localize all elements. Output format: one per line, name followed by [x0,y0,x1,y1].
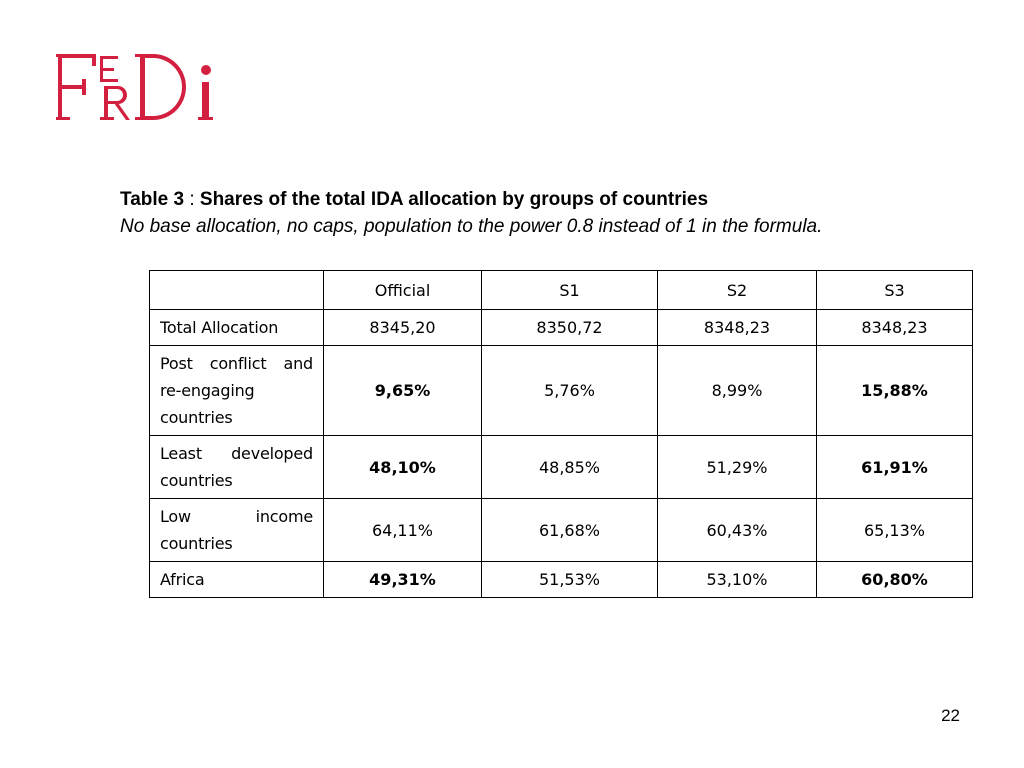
table-body: Total Allocation 8345,20 8350,72 8348,23 834… [149,309,973,598]
table-label: Table 3 [120,189,185,210]
table-cell: 51,29% [657,435,817,499]
page-number: 22 [941,706,960,725]
table-cell: 5,76% [481,345,658,436]
table-cell: 60,80% [816,561,973,598]
header-cell-s1: S1 [481,270,658,310]
ferdi-logo [56,54,213,120]
row-label: Africa [149,561,324,598]
table-cell: 8348,23 [816,309,973,346]
header-row: Official S1 S2 S3 [149,270,973,310]
table-caption: Table 3 : Shares of the total IDA alloca… [120,186,1000,240]
table-cell: 8350,72 [481,309,658,346]
header-cell-s3: S3 [816,270,973,310]
table-cell: 61,91% [816,435,973,499]
table-cell: 8,99% [657,345,817,436]
allocation-table: Official S1 S2 S3 Total Allocation 8345,2… [149,270,973,598]
table-cell: 53,10% [657,561,817,598]
table-cell: 51,53% [481,561,658,598]
table-cell: 9,65% [323,345,482,436]
header-cell-empty [149,270,324,310]
table-cell: 61,68% [481,498,658,562]
table-cell: 15,88% [816,345,973,436]
table-title: Shares of the total IDA allocation by gr… [199,189,709,210]
table-cell: 65,13% [816,498,973,562]
table-cell: 8345,20 [323,309,482,346]
caption-separator: : [184,189,200,210]
table-cell: 49,31% [323,561,482,598]
row-label: Post conflict and re-engaging countries [149,345,324,436]
row-label: Least developed countries [149,435,324,499]
table-cell: 48,85% [481,435,658,499]
table-cell: 8348,23 [657,309,817,346]
row-label: Low income countries [149,498,324,562]
header-cell-official: Official [323,270,482,310]
table-subtitle: No base allocation, no caps, population … [120,216,823,237]
table-cell: 48,10% [323,435,482,499]
table-row: Low income countries 64,11% 61,68% 60,43% 65… [149,498,973,562]
header-cell-s2: S2 [657,270,817,310]
table-row: Africa 49,31% 51,53% 53,10% 60,80% [149,561,973,598]
row-label: Total Allocation [149,309,324,346]
table-cell: 60,43% [657,498,817,562]
table-row: Total Allocation 8345,20 8350,72 8348,23 834… [149,309,973,346]
table-cell: 64,11% [323,498,482,562]
table-row: Post conflict and re-engaging countries 9… [149,345,973,436]
table-row: Least developed countries 48,10% 48,85% 51,… [149,435,973,499]
